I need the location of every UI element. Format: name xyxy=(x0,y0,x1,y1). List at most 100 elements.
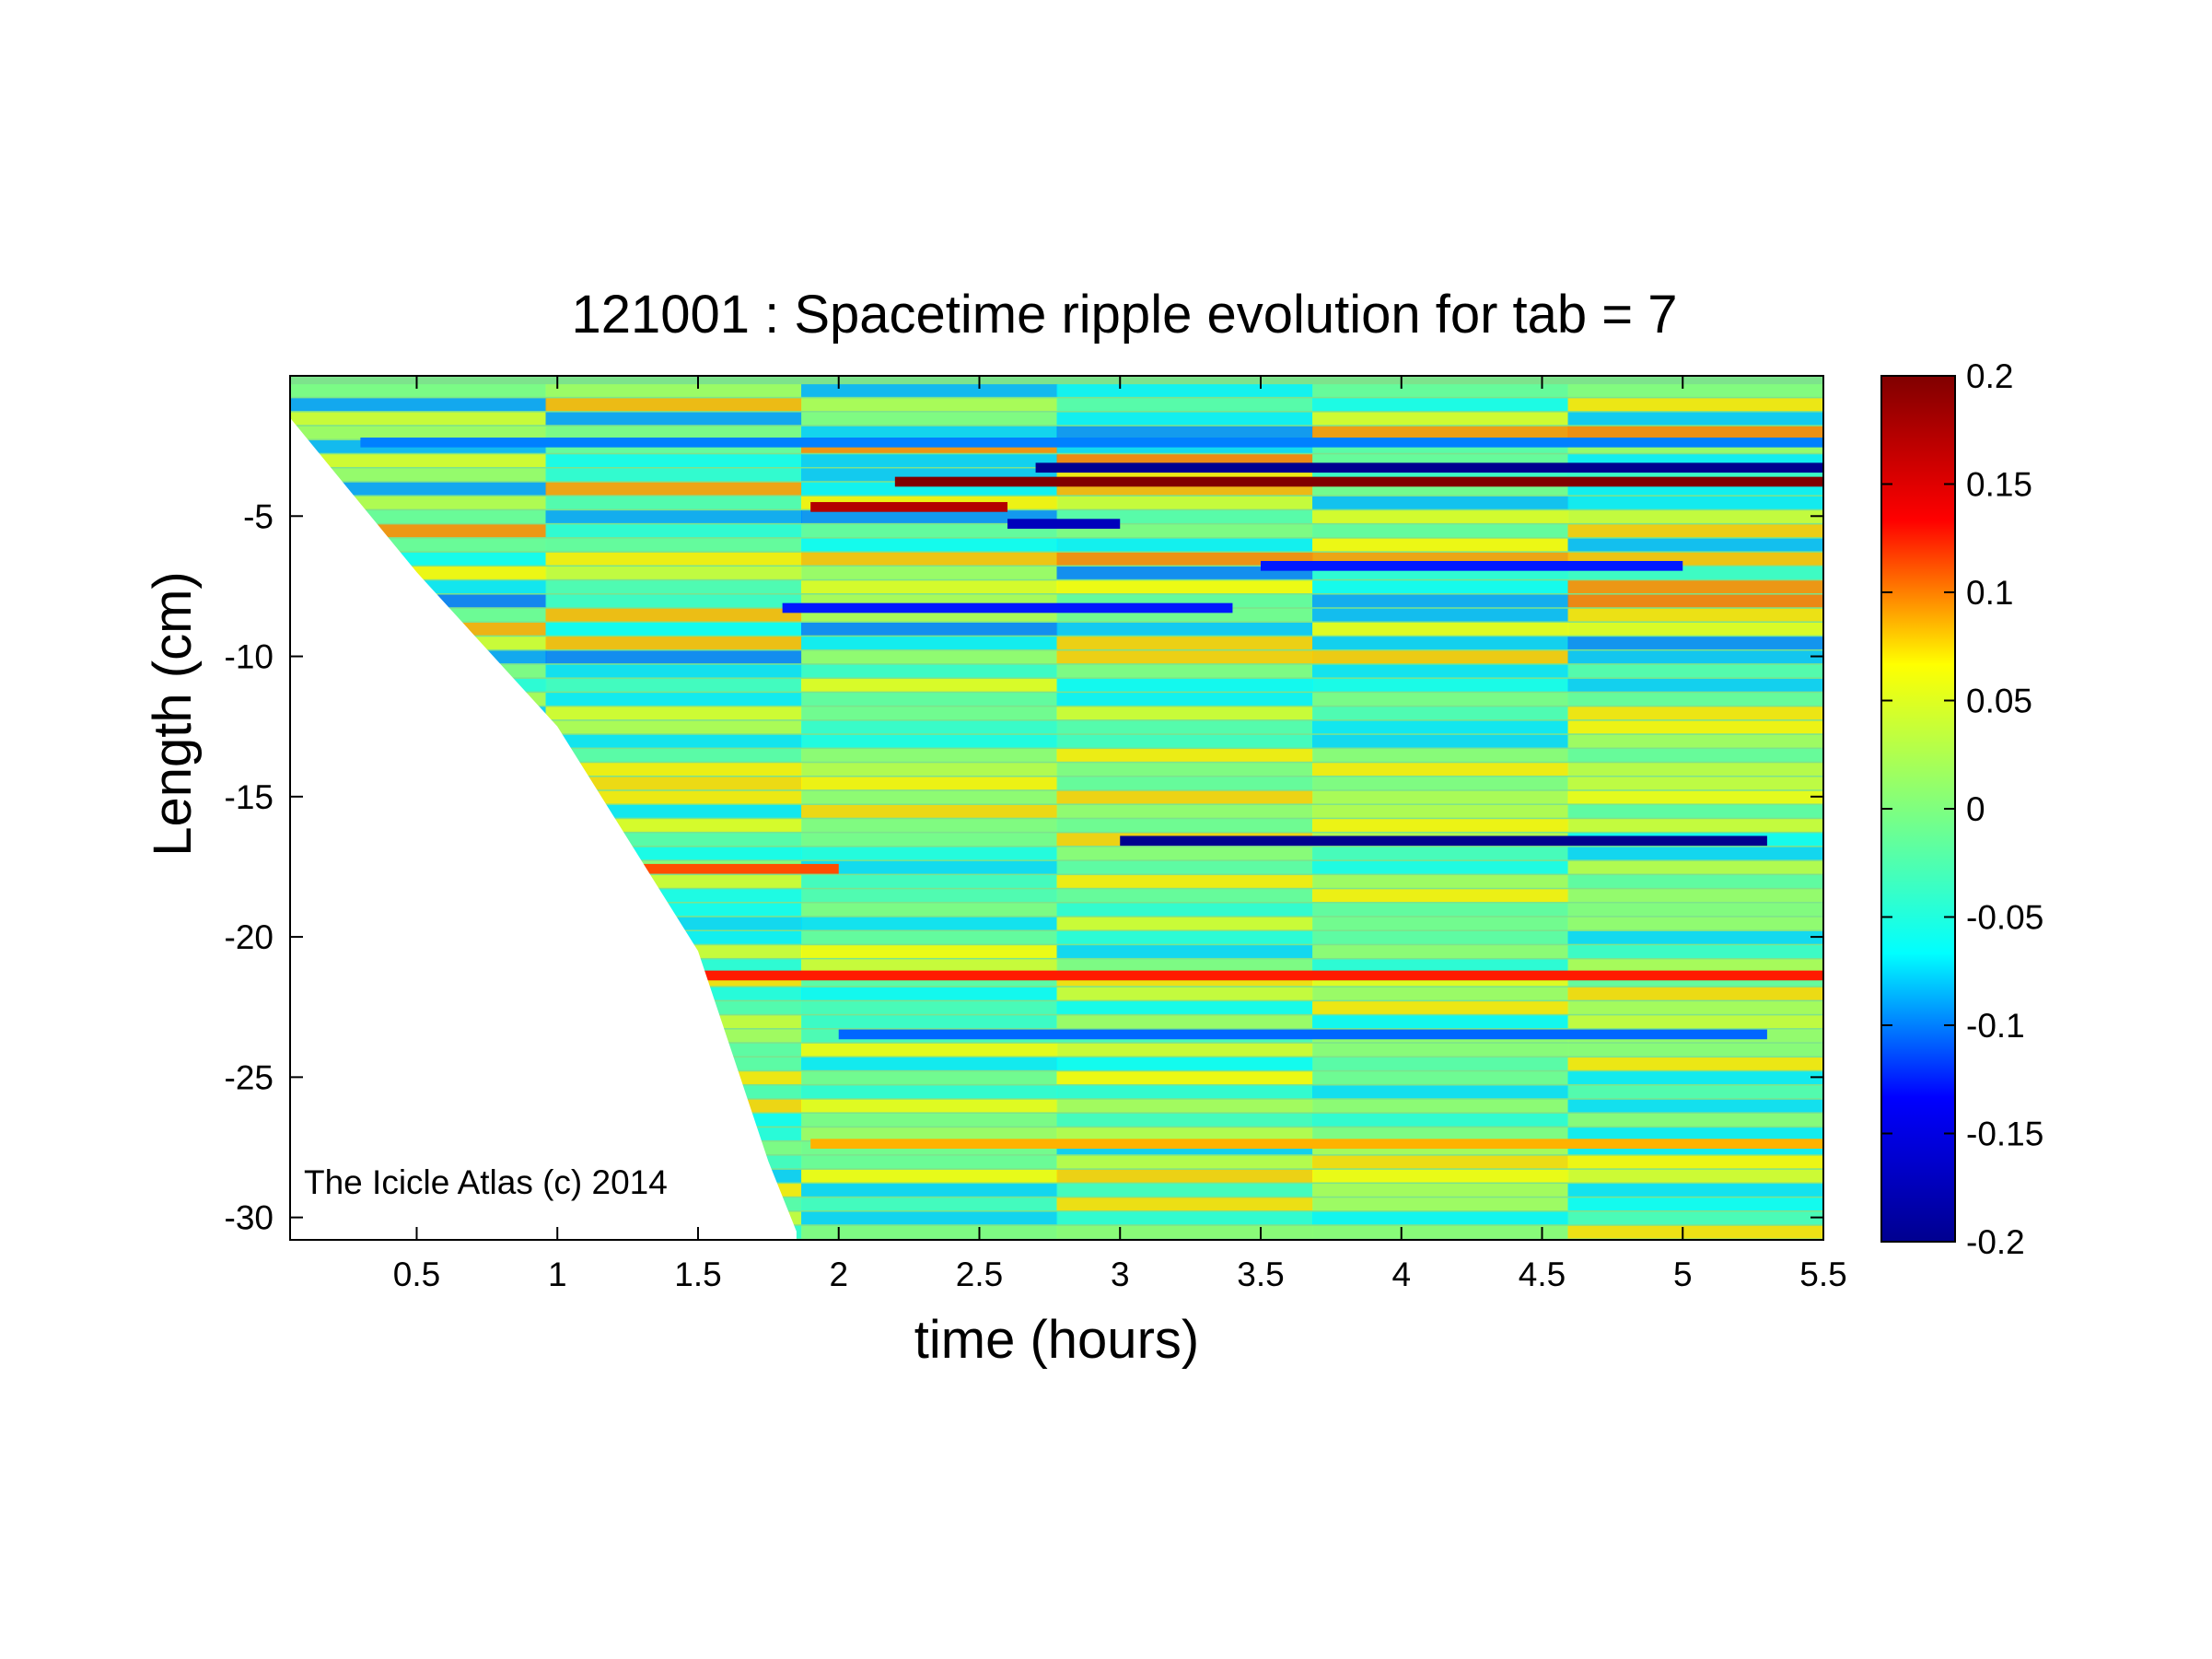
ripple-band xyxy=(1567,524,1823,538)
ripple-band xyxy=(801,637,1058,649)
ripple-band xyxy=(1056,777,1313,790)
ripple-band xyxy=(801,1085,1058,1099)
ripple-band xyxy=(801,1169,1058,1183)
x-tick-label: 0.5 xyxy=(393,1256,440,1293)
ripple-band xyxy=(801,917,1058,930)
ripple-band xyxy=(1056,580,1313,594)
ripple-band xyxy=(545,496,802,509)
ripple-band xyxy=(801,398,1058,412)
ripple-band xyxy=(801,693,1058,706)
ripple-band xyxy=(1056,945,1313,958)
ripple-band xyxy=(545,790,802,804)
ripple-band xyxy=(1567,1071,1823,1084)
ripple-band xyxy=(1567,763,1823,776)
ripple-band xyxy=(545,693,802,706)
ripple-band xyxy=(545,426,802,439)
ripple-band xyxy=(545,510,802,523)
ripple-band xyxy=(1567,1085,1823,1099)
ripple-band xyxy=(1056,650,1313,664)
ripple-band xyxy=(545,734,802,748)
x-tick-label: 5.5 xyxy=(1799,1256,1846,1293)
ripple-band xyxy=(801,426,1058,439)
ripple-band xyxy=(1567,1015,1823,1029)
y-tick-label: -5 xyxy=(243,497,274,535)
ripple-band xyxy=(1567,1211,1823,1225)
ripple-band xyxy=(801,1211,1058,1225)
ripple-band xyxy=(1056,552,1313,566)
ripple-band xyxy=(1567,945,1823,958)
ripple-band xyxy=(801,720,1058,734)
ripple-feature xyxy=(669,970,1823,981)
ripple-band xyxy=(1567,1198,1823,1211)
x-tick-label: 2.5 xyxy=(956,1256,1003,1293)
ripple-band xyxy=(801,763,1058,776)
ripple-band xyxy=(801,678,1058,692)
ripple-feature xyxy=(1007,519,1121,529)
unfilled-region xyxy=(290,417,797,1240)
ripple-band xyxy=(1312,804,1569,818)
ripple-band xyxy=(545,594,802,608)
ripple-band xyxy=(1567,1225,1823,1239)
ripple-band xyxy=(545,707,802,720)
ripple-band xyxy=(1567,847,1823,860)
ripple-band xyxy=(1057,1240,1314,1253)
ripple-band xyxy=(801,1043,1058,1057)
watermark-text: The Icicle Atlas (c) 2014 xyxy=(304,1163,668,1201)
ripple-band xyxy=(1567,1184,1823,1197)
ripple-band xyxy=(1056,496,1313,509)
ripple-band xyxy=(290,398,547,412)
ripple-band xyxy=(1056,664,1313,678)
ripple-band xyxy=(801,1015,1058,1029)
ripple-band xyxy=(1567,1099,1823,1113)
x-tick-label: 3 xyxy=(1111,1256,1130,1293)
ripple-band xyxy=(801,1099,1058,1113)
ripple-band xyxy=(801,567,1058,579)
ripple-band xyxy=(1312,720,1569,734)
ripple-band xyxy=(290,1240,547,1253)
ripple-band xyxy=(1056,847,1313,860)
ripple-band xyxy=(1567,804,1823,818)
y-tick-label: -25 xyxy=(225,1058,274,1096)
ripple-band xyxy=(801,875,1058,888)
ripple-band xyxy=(801,510,1058,523)
ripple-band xyxy=(1056,1001,1313,1014)
ripple-band xyxy=(1567,1155,1823,1169)
ripple-band xyxy=(1312,987,1569,1000)
ripple-band xyxy=(1312,1240,1569,1253)
ripple-band xyxy=(1056,1155,1313,1169)
ripple-band xyxy=(1312,384,1569,397)
ripple-band xyxy=(1312,1211,1569,1225)
ripple-band xyxy=(1567,1127,1823,1140)
ripple-band xyxy=(1567,664,1823,678)
ripple-band xyxy=(1312,1071,1569,1084)
ripple-band xyxy=(290,454,547,467)
ripple-band xyxy=(1567,1001,1823,1014)
y-tick-label: -30 xyxy=(225,1199,274,1237)
ripple-band xyxy=(1312,931,1569,944)
ripple-feature xyxy=(810,1139,1823,1150)
ripple-band xyxy=(545,608,802,622)
ripple-band xyxy=(545,678,802,692)
ripple-band xyxy=(545,538,802,552)
ripple-band xyxy=(1312,860,1569,874)
ripple-band xyxy=(546,1240,803,1253)
ripple-band xyxy=(545,468,802,482)
ripple-band xyxy=(801,580,1058,594)
ripple-band xyxy=(1056,678,1313,692)
ripple-band xyxy=(1567,720,1823,734)
x-tick-label: 4 xyxy=(1391,1256,1411,1293)
ripple-band xyxy=(801,749,1058,762)
ripple-band xyxy=(1567,637,1823,649)
colorbar-tick-label: 0.15 xyxy=(1966,466,2032,504)
ripple-feature xyxy=(1035,462,1823,473)
ripple-band xyxy=(801,959,1058,973)
ripple-band xyxy=(1312,889,1569,903)
ripple-band xyxy=(1312,1085,1569,1099)
ripple-band xyxy=(1056,1127,1313,1140)
ripple-band xyxy=(545,524,802,538)
ripple-band xyxy=(1056,524,1313,538)
ripple-band xyxy=(801,987,1058,1000)
ripple-band xyxy=(1056,987,1313,1000)
ripple-feature xyxy=(1260,561,1683,571)
ripple-band xyxy=(1056,931,1313,944)
